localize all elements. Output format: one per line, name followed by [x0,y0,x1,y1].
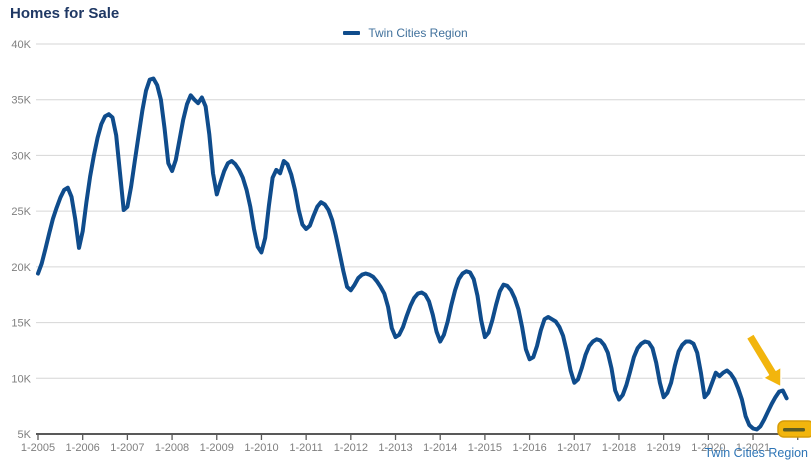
x-tick-label: 1-2007 [110,442,144,454]
x-tick-label: 1-2013 [378,442,412,454]
y-tick-label: 15K [11,318,31,330]
y-axis-labels: 40K 35K 30K 25K 20K 15K 10K 5K [11,39,31,441]
x-axis: 1-2005 1-2006 1-2007 1-2008 1-2009 1-2010 1-20… [21,433,811,454]
legend-line-marker [343,31,361,35]
x-tick-label: 1-2006 [66,442,100,454]
x-tick-label: 1-2019 [647,442,681,454]
y-tick-label: 5K [18,429,32,441]
x-tick-label: 1-2009 [200,442,234,454]
chart-legend[interactable]: Twin Cities Region [0,26,811,40]
x-tick-label: 1-2012 [334,442,368,454]
highlighted-legend-dash-icon [783,428,805,432]
x-tick-label: 1-2018 [602,442,636,454]
footer-series-toggle[interactable]: Twin Cities Region [704,446,808,460]
y-tick-label: 40K [11,39,31,51]
x-tick-label: 1-2008 [155,442,189,454]
legend-series-label: Twin Cities Region [368,26,468,40]
gridlines [36,43,805,379]
y-tick-label: 20K [11,262,31,274]
x-tick-label: 1-2011 [289,442,322,454]
y-tick-label: 30K [11,150,31,162]
annotation-arrow-icon [745,332,782,388]
x-tick-label: 1-2010 [244,442,278,454]
chart-title: Homes for Sale [10,5,120,22]
y-tick-label: 10K [11,373,31,385]
series-line-twin-cities-region [36,76,789,432]
x-tick-label: 1-2016 [512,442,546,454]
y-tick-label: 35K [11,95,31,107]
y-tick-label: 25K [11,206,31,218]
x-tick-label: 1-2005 [21,442,55,454]
x-tick-label: 1-2014 [423,442,457,454]
x-tick-label: 1-2015 [468,442,502,454]
x-tick-label: 1-2021 [736,442,770,454]
x-tick-label: 1-2017 [557,442,591,454]
x-tick-label: 1-2020 [691,442,725,454]
